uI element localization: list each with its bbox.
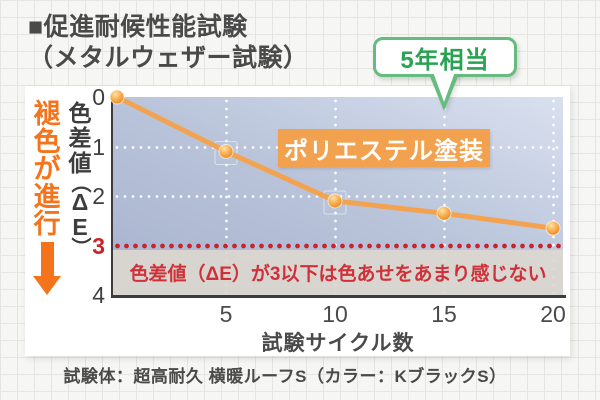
x-tick-label: 15 [431, 301, 457, 327]
page-title: ■促進耐候性能試験 （メタルウェザー試験） [28, 12, 309, 74]
five-year-annotation-bubble: 5年相当 [373, 37, 517, 77]
x-tick-label: 10 [322, 301, 348, 327]
x-tick-label: 20 [540, 301, 566, 327]
title-line-1: ■促進耐候性能試験 [28, 13, 248, 41]
annotation-bubble-tail-fill [433, 72, 455, 102]
y-axis-title: 色差値（Δ E） [68, 100, 92, 258]
series-label-badge: ポリエステル塗装 [278, 129, 490, 167]
threshold-band: 色差値（ΔE）が3以下は色あせをあまり感じない [113, 249, 563, 295]
x-axis-title: 試験サイクル数 [261, 332, 415, 355]
specimen-caption: 試験体：超高耐久 横暖ルーフS（カラー：KブラックS） [63, 367, 507, 386]
y-axis-line [111, 97, 113, 298]
x-tick-label: 5 [219, 301, 233, 327]
threshold-dotted-line [113, 242, 563, 249]
threshold-note: 色差値（ΔE）が3以下は色あせをあまり感じない [129, 263, 547, 285]
trend-line-svg [109, 89, 561, 236]
x-axis-line [111, 295, 566, 298]
title-line-2: （メタルウェザー試験） [28, 44, 309, 72]
down-arrow-icon [41, 242, 54, 277]
fading-progress-label: 褪色が進行 [33, 99, 61, 239]
down-arrow-icon-head [33, 276, 61, 295]
